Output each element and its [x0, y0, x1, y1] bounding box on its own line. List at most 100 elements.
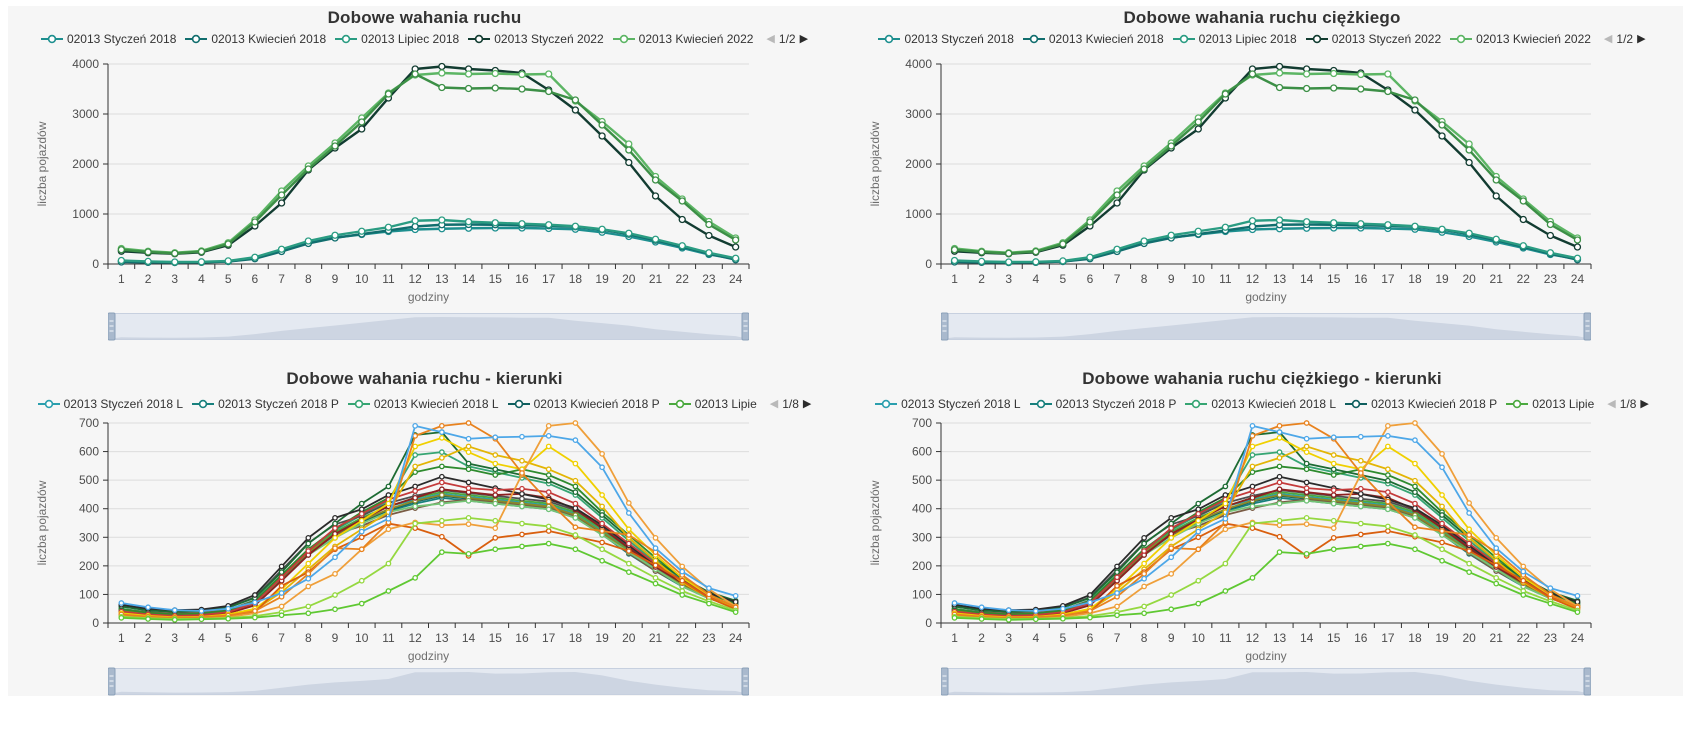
- data-point-marker: [278, 569, 285, 575]
- data-point-marker: [1574, 593, 1581, 599]
- legend-item[interactable]: 02013 Kwiecień 2018: [1022, 32, 1164, 46]
- svg-text:700: 700: [912, 416, 932, 430]
- data-point-marker: [652, 545, 659, 551]
- svg-text:4: 4: [198, 272, 205, 286]
- datazoom-data-shadow: [941, 317, 1591, 339]
- svg-text:0: 0: [925, 257, 932, 271]
- legend-item[interactable]: 02013 Lipiec 2018: [335, 32, 459, 46]
- x-axis-name: godziny: [408, 649, 449, 663]
- data-point-marker: [519, 457, 525, 464]
- data-point-marker: [1195, 546, 1202, 553]
- legend-item[interactable]: 02013 Lipie: [1506, 397, 1594, 411]
- data-point-marker: [358, 600, 365, 607]
- data-point-marker: [571, 106, 580, 114]
- data-point-marker: [1032, 258, 1040, 266]
- datazoom-slider[interactable]: [107, 312, 750, 342]
- data-point-marker: [1412, 524, 1418, 531]
- legend-item[interactable]: 02013 Styczeń 2018 L: [37, 397, 183, 411]
- data-point-marker: [652, 557, 659, 564]
- legend-item[interactable]: 02013 Kwiecień 2018 L: [347, 397, 499, 411]
- data-point-marker: [225, 605, 232, 612]
- legend-item[interactable]: 02013 Styczeń 2018: [878, 32, 1014, 46]
- svg-text:100: 100: [79, 587, 99, 601]
- data-point-marker: [198, 616, 205, 623]
- data-point-marker: [679, 577, 686, 584]
- data-point-marker: [598, 132, 606, 140]
- legend-pagination: ◀ 1/2 ▶: [766, 32, 808, 46]
- legend-item[interactable]: 02013 Kwiecień 2022: [612, 32, 753, 46]
- data-point-marker: [1275, 62, 1284, 71]
- data-point-marker: [305, 575, 312, 582]
- line-series: [121, 226, 736, 264]
- data-point-marker: [651, 192, 660, 200]
- data-point-marker: [1573, 254, 1582, 262]
- datazoom-slider[interactable]: [107, 667, 750, 697]
- legend-item[interactable]: 02013 Kwiecień 2018 P: [507, 397, 660, 411]
- legend-prev-icon[interactable]: ◀: [1607, 397, 1616, 410]
- svg-text:11: 11: [1219, 631, 1232, 645]
- datazoom-slider[interactable]: [940, 667, 1592, 697]
- legend-item[interactable]: 02013 Kwiecień 2018 L: [1185, 397, 1336, 411]
- svg-text:11: 11: [382, 631, 395, 645]
- legend-item[interactable]: 02013 Lipiec 2018: [1172, 32, 1297, 46]
- legend-item-label: 02013 Styczeń 2022: [494, 32, 604, 46]
- legend-item[interactable]: 02013 Kwiecień 2018 P: [1345, 397, 1497, 411]
- legend-next-icon[interactable]: ▶: [1637, 32, 1646, 45]
- data-point-marker: [625, 140, 633, 148]
- data-point-marker: [1357, 491, 1364, 497]
- data-point-marker: [1195, 577, 1202, 584]
- data-point-marker: [1114, 603, 1120, 610]
- data-point-marker: [252, 608, 258, 614]
- datazoom-slider[interactable]: [940, 312, 1592, 342]
- legend-item[interactable]: 02013 Styczeń 2022: [468, 32, 604, 46]
- svg-text:22: 22: [676, 631, 690, 645]
- legend-item[interactable]: 02013 Styczeń 2018: [40, 32, 176, 46]
- legend-next-icon[interactable]: ▶: [802, 397, 812, 410]
- data-point-marker: [1466, 548, 1472, 554]
- legend-item[interactable]: 02013 Lipie: [668, 397, 757, 411]
- legend-prev-icon[interactable]: ◀: [769, 397, 779, 410]
- data-point-marker: [1275, 216, 1284, 224]
- legend-prev-icon[interactable]: ◀: [766, 32, 775, 45]
- data-point-marker: [1330, 69, 1338, 78]
- data-point-marker: [545, 443, 552, 450]
- data-point-marker: [545, 70, 553, 78]
- data-point-marker: [572, 500, 579, 507]
- data-point-marker: [439, 500, 445, 507]
- legend-prev-icon[interactable]: ◀: [1603, 32, 1613, 45]
- data-point-marker: [412, 483, 418, 490]
- data-point-marker: [1385, 433, 1391, 439]
- legend-item[interactable]: 02013 Kwiecień 2018: [185, 32, 326, 46]
- legend-item[interactable]: 02013 Kwiecień 2022: [1450, 32, 1591, 46]
- data-point-marker: [145, 604, 151, 611]
- data-point-marker: [411, 217, 419, 225]
- svg-text:4: 4: [1032, 272, 1039, 286]
- data-point-marker: [1438, 121, 1446, 129]
- legend-item[interactable]: 02013 Styczeń 2022: [1305, 32, 1441, 46]
- legend-item-label: 02013 Kwiecień 2018: [211, 32, 327, 46]
- data-point-marker: [1141, 535, 1147, 541]
- legend-next-icon[interactable]: ▶: [1640, 397, 1649, 410]
- data-point-marker: [1330, 452, 1337, 458]
- data-point-marker: [731, 254, 740, 262]
- legend-line-marker-icon: [1022, 34, 1045, 44]
- data-point-marker: [599, 464, 605, 471]
- legend-next-icon[interactable]: ▶: [799, 32, 809, 45]
- legend-item[interactable]: 02013 Styczeń 2018 P: [1029, 397, 1176, 411]
- data-point-marker: [1086, 218, 1094, 226]
- data-point-marker: [305, 571, 312, 577]
- legend-item[interactable]: 02013 Styczeń 2018 P: [192, 397, 339, 411]
- data-point-marker: [225, 615, 232, 622]
- data-point-marker: [732, 609, 739, 615]
- data-point-marker: [1276, 463, 1283, 470]
- data-point-marker: [1249, 483, 1256, 490]
- data-point-marker: [1195, 528, 1202, 535]
- legend-item[interactable]: 02013 Styczeń 2018 L: [875, 397, 1021, 411]
- data-point-marker: [1384, 70, 1392, 78]
- line-series: [954, 424, 1578, 612]
